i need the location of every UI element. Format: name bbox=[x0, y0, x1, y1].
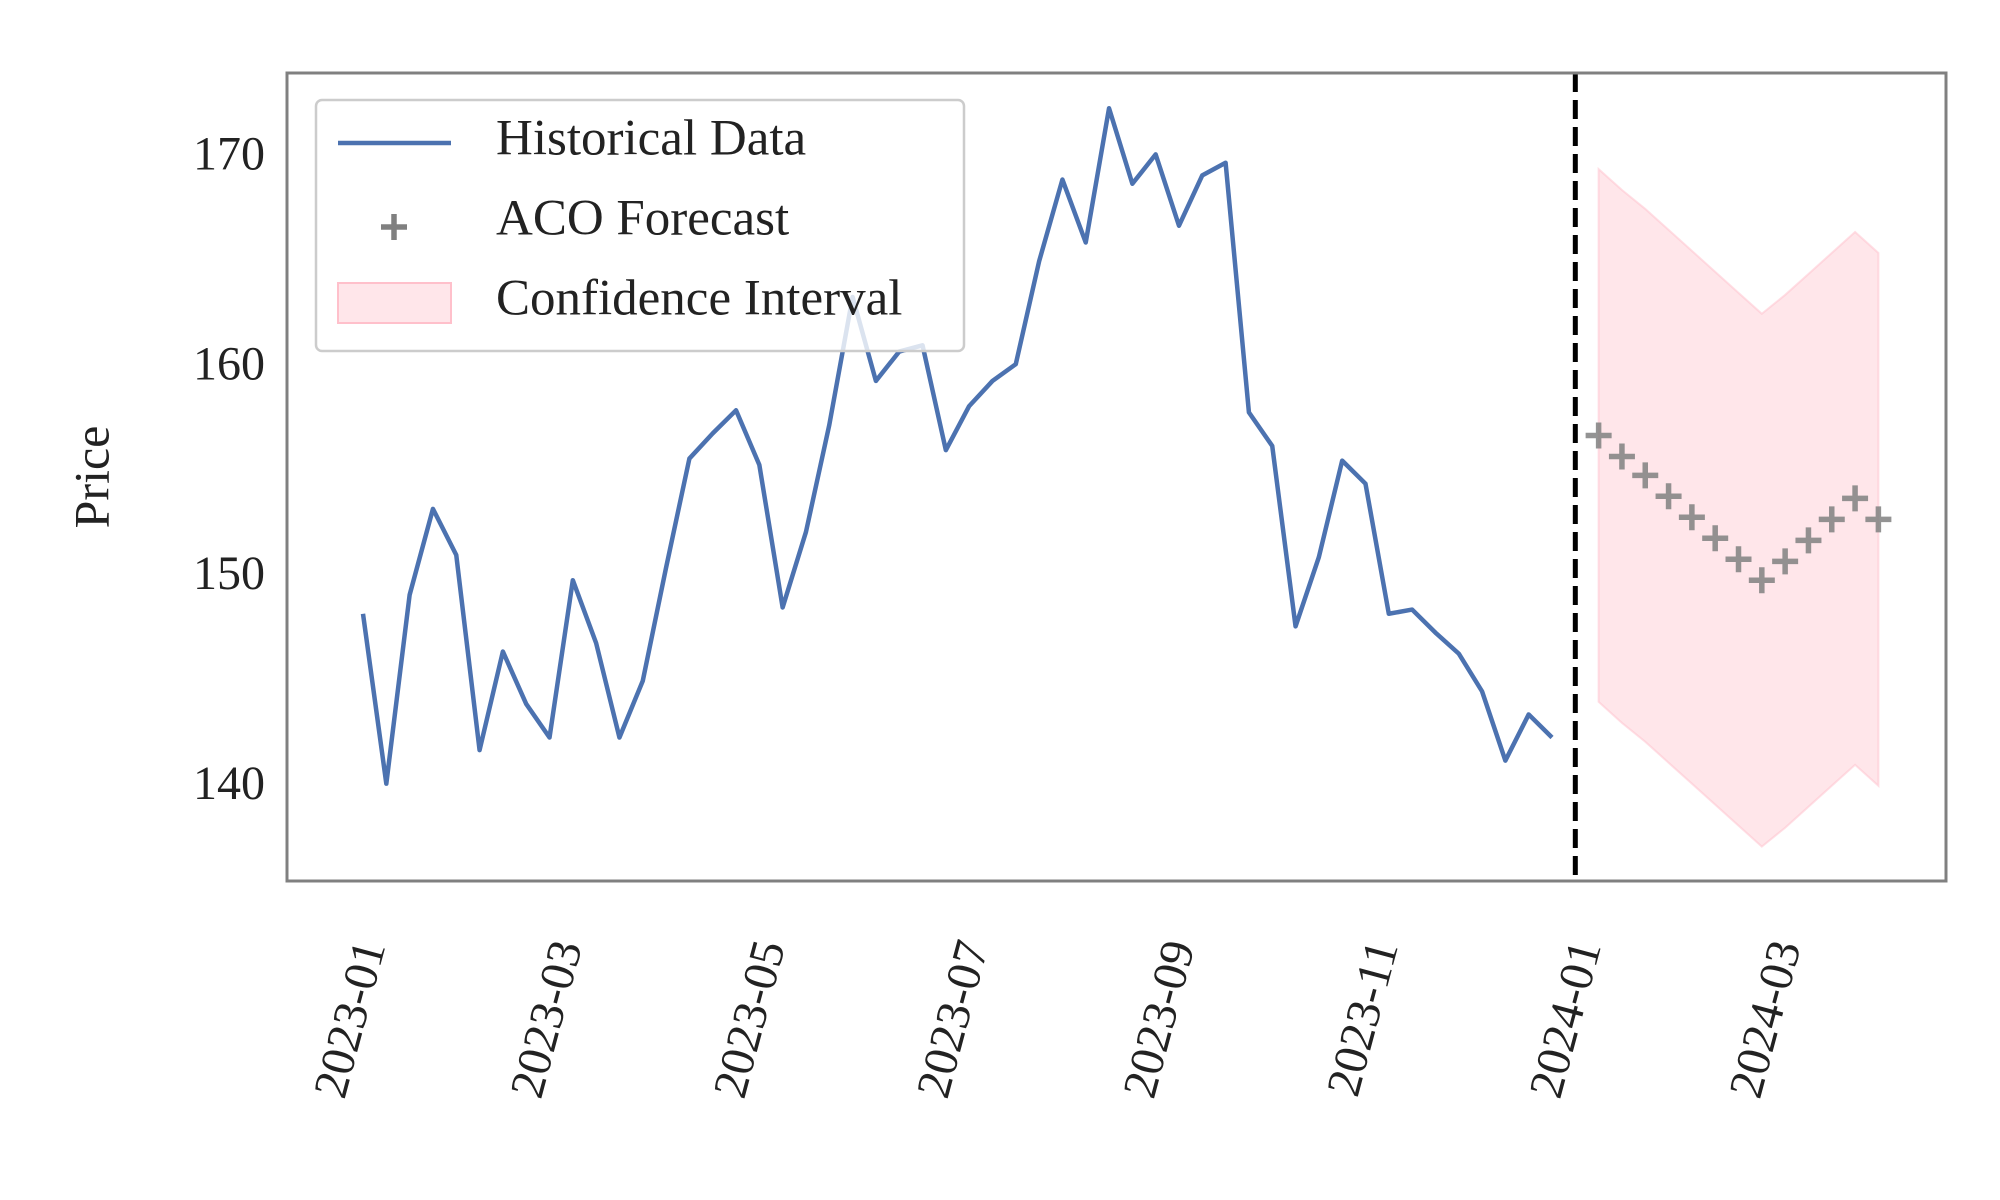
forecast-marker bbox=[1795, 527, 1822, 554]
x-tick-label: 2024-01 bbox=[1519, 935, 1612, 1103]
forecast-marker bbox=[1678, 504, 1705, 531]
x-tick-label: 2024-03 bbox=[1719, 935, 1812, 1103]
forecast-marker bbox=[1702, 525, 1729, 552]
forecast-marker bbox=[1608, 443, 1635, 470]
forecast-marker bbox=[1725, 546, 1752, 573]
confidence-band bbox=[1597, 166, 1880, 848]
plot-frame bbox=[285, 71, 1948, 883]
forecast-marker bbox=[1585, 422, 1612, 449]
legend-handle bbox=[381, 214, 407, 240]
legend-label: ACO Forecast bbox=[496, 191, 789, 247]
legend-handle bbox=[337, 282, 452, 324]
forecast-marker bbox=[1748, 567, 1775, 594]
y-tick-label: 150 bbox=[193, 547, 265, 600]
x-tick-label: 2023-01 bbox=[304, 935, 397, 1103]
legend-label: Historical Data bbox=[496, 111, 806, 167]
x-tick-label: 2023-07 bbox=[907, 935, 1000, 1103]
x-tick-label: 2023-03 bbox=[500, 935, 593, 1103]
x-tick-label: 2023-11 bbox=[1317, 935, 1409, 1102]
forecast-marker bbox=[1818, 506, 1845, 533]
legend: Historical Data ACO Forecast Confidence In… bbox=[314, 98, 966, 353]
y-tick-label: 170 bbox=[193, 128, 265, 181]
legend-label: Confidence Interval bbox=[496, 271, 902, 327]
x-tick-label: 2023-09 bbox=[1113, 935, 1206, 1103]
plot-area bbox=[360, 105, 1892, 848]
y-tick-label: 140 bbox=[193, 757, 265, 810]
forecast-marker bbox=[1632, 462, 1659, 489]
forecast-marker bbox=[1655, 483, 1682, 510]
forecast-marker bbox=[1772, 548, 1799, 575]
y-tick-label: 160 bbox=[193, 337, 265, 390]
legend-box bbox=[314, 98, 966, 353]
y-axis-label: Price bbox=[63, 426, 119, 529]
x-tick-label: 2023-05 bbox=[703, 935, 796, 1103]
forecast-marker bbox=[1842, 485, 1869, 512]
forecast-marker bbox=[1865, 506, 1892, 533]
history-line bbox=[360, 105, 1554, 786]
